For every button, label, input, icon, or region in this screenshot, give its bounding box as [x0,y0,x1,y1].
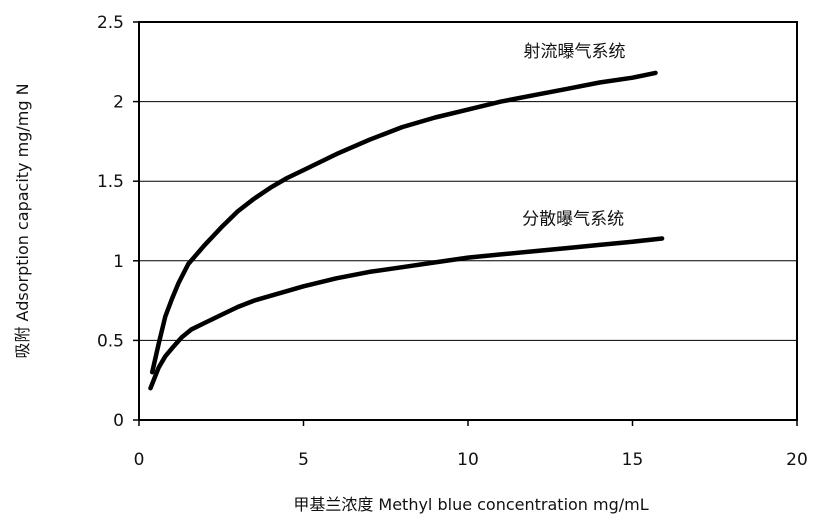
x-tick-label: 20 [786,450,808,470]
x-tick-label: 5 [298,450,309,470]
y-tick-label: 2 [113,93,124,113]
x-tick-label: 15 [622,450,644,470]
x-tick-label: 10 [457,450,479,470]
y-tick-label: 1.5 [97,172,124,192]
x-tick-label: 0 [134,450,145,470]
series-line-0 [149,70,658,375]
series-group [148,70,665,391]
y-axis-title: 吸附 Adsorption capacity mg/mg N [13,83,32,358]
axis-ticks: 0 0.5 1 1.5 2 2.5 0 5 10 15 20 [97,13,808,470]
series-line-1 [148,236,665,391]
y-tick-label: 0 [113,411,124,431]
y-tick-label: 0.5 [97,331,124,351]
y-tick-label: 2.5 [97,13,124,33]
y-tick-label: 1 [113,252,124,272]
x-axis-title: 甲基兰浓度 Methyl blue concentration mg/mL [293,495,648,514]
plot-frame [138,21,798,421]
series-label-1: 分散曝气系统 [522,210,624,230]
series-label-0: 射流曝气系统 [524,42,626,62]
gridlines [139,101,797,341]
